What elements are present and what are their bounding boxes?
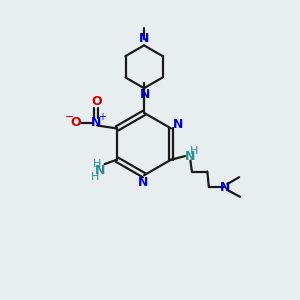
Text: N: N — [220, 181, 230, 194]
Text: H: H — [93, 158, 101, 169]
Text: N: N — [185, 150, 196, 163]
Text: H: H — [91, 172, 99, 182]
Text: O: O — [91, 95, 101, 108]
Text: N: N — [91, 116, 101, 129]
Text: H: H — [190, 146, 198, 156]
Text: −: − — [65, 112, 74, 122]
Text: +: + — [98, 112, 106, 122]
Text: N: N — [172, 118, 183, 131]
Text: N: N — [139, 32, 149, 45]
Text: N: N — [138, 176, 148, 189]
Text: O: O — [70, 116, 81, 129]
Text: N: N — [140, 88, 150, 101]
Text: N: N — [95, 164, 105, 177]
